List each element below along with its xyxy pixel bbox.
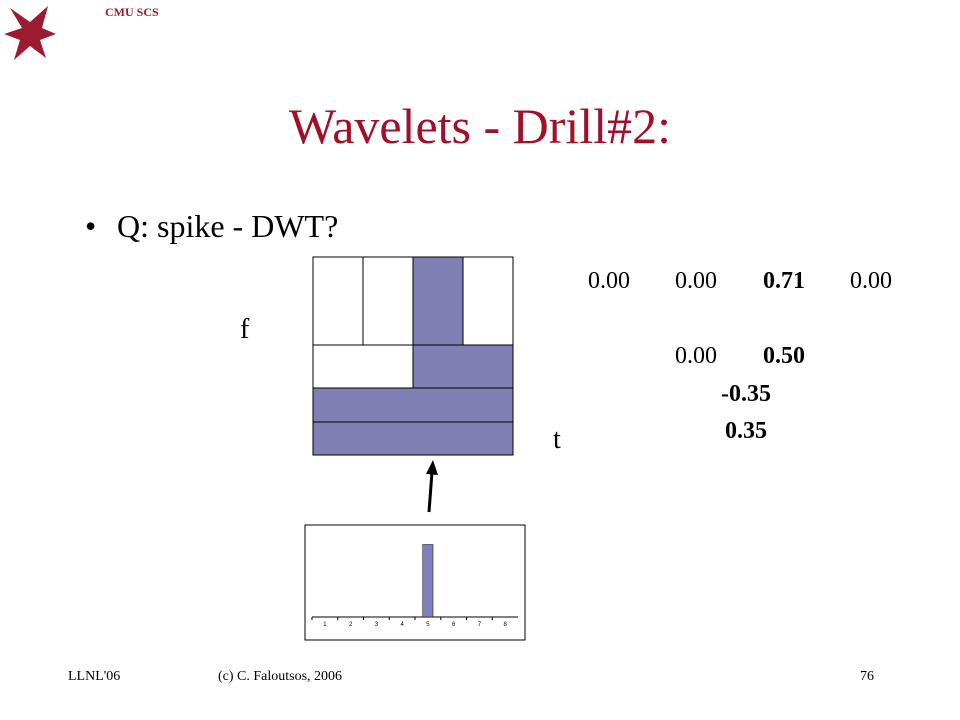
coef: -0.35 (721, 381, 771, 407)
bar (422, 544, 434, 618)
x-tick-label: 2 (349, 622, 353, 628)
x-tick-label: 7 (478, 622, 482, 628)
footer-left: LLNL'06 (68, 669, 120, 684)
bullet: Q: spike - DWT? (117, 208, 338, 244)
coef: 0.35 (725, 418, 767, 444)
coef: 0.50 (763, 343, 805, 369)
title: Wavelets - Drill#2: (289, 98, 671, 154)
coef: 0.00 (675, 343, 717, 369)
x-tick-label: 1 (323, 622, 327, 628)
chart-frame (304, 524, 526, 641)
f-label: f (240, 314, 250, 345)
arrow (426, 460, 438, 513)
x-tick-label: 3 (375, 622, 379, 628)
coef: 0.00 (675, 268, 717, 294)
t-label: t (553, 424, 561, 455)
coef: 0.00 (850, 268, 892, 294)
x-tick-label: 8 (503, 622, 507, 628)
logo-text: CMU SCS (105, 5, 159, 19)
footer-right: 76 (860, 669, 874, 684)
x-tick-label: 4 (400, 622, 404, 628)
x-tick-label: 6 (452, 622, 456, 628)
coefficients: 0.00 0.00 0.71 0.00 0.00 0.50 -0.35 0.35 (588, 268, 892, 444)
tiling (312, 256, 514, 456)
coef: 0.71 (763, 268, 805, 294)
spike-chart: 1 2 3 4 5 6 7 8 (311, 544, 507, 628)
bullet-mark: • (85, 208, 96, 244)
x-tick-label: 5 (426, 622, 430, 628)
logo (4, 6, 56, 60)
coef: 0.00 (588, 268, 630, 294)
footer-center: (c) C. Faloutsos, 2006 (218, 669, 342, 684)
